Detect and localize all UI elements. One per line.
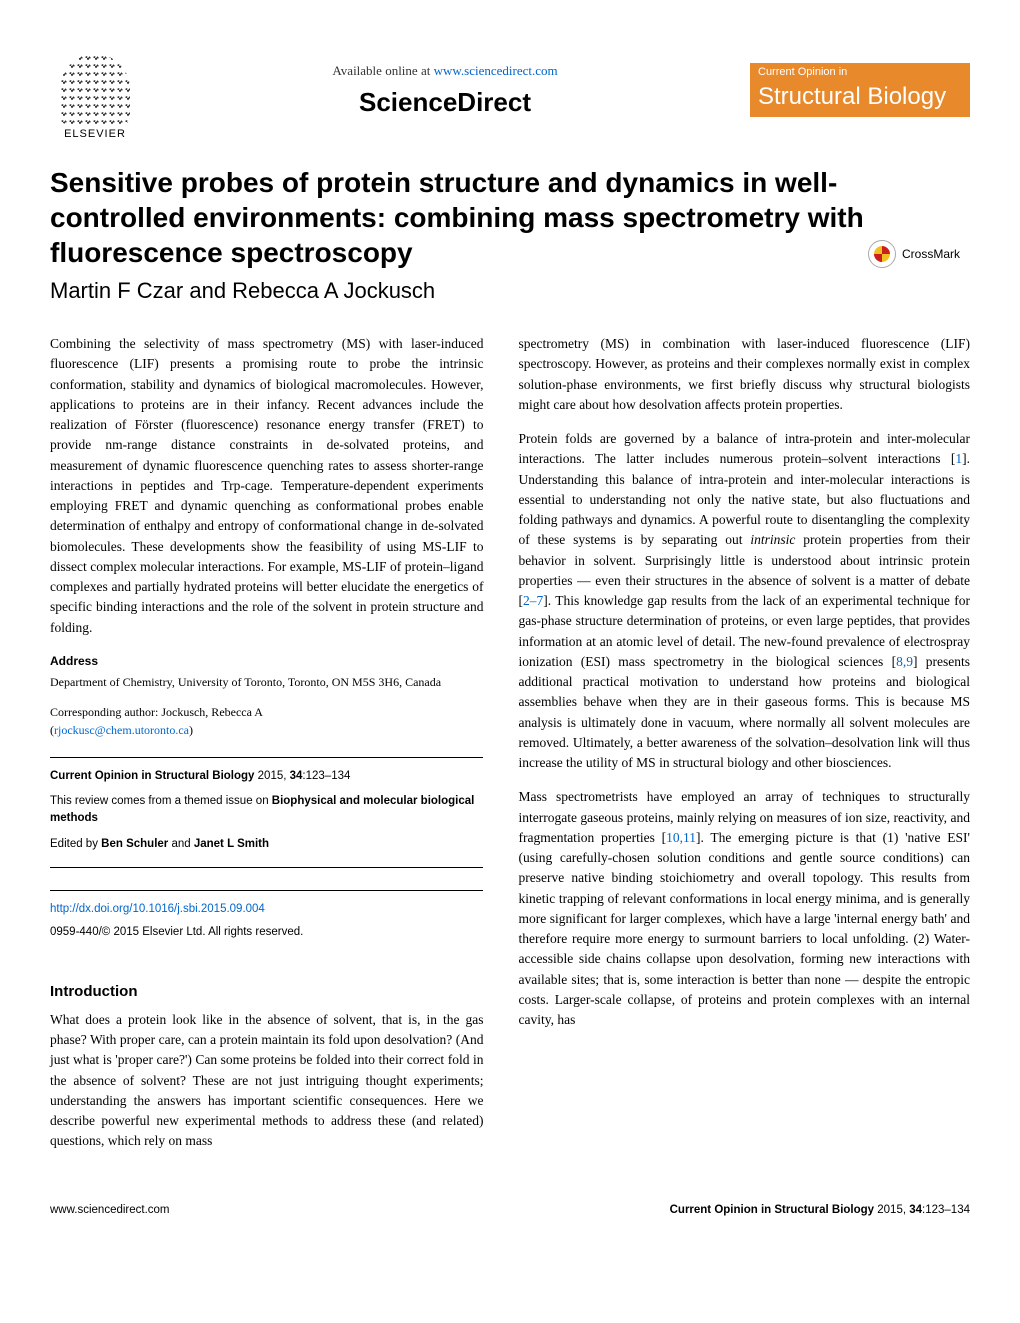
editors-line: Edited by Ben Schuler and Janet L Smith [50, 836, 483, 853]
elsevier-label: ELSEVIER [64, 128, 126, 140]
two-column-layout: Combining the selectivity of mass spectr… [50, 334, 970, 1166]
introduction-heading: Introduction [50, 981, 483, 1004]
header-row: ELSEVIER Available online at www.science… [50, 40, 970, 140]
intro-p1: What does a protein look like in the abs… [50, 1010, 483, 1152]
themed-issue: This review comes from a themed issue on… [50, 793, 483, 828]
editor-1: Ben Schuler [101, 838, 168, 850]
footer-journal: Current Opinion in Structural Biology [670, 1204, 874, 1216]
journal-vol: 34 [290, 770, 303, 782]
address-heading: Address [50, 652, 483, 670]
badge-bottom: Structural Biology [750, 81, 970, 117]
copyright-line: 0959-440/© 2015 Elsevier Ltd. All rights… [50, 924, 483, 941]
doi-block: http://dx.doi.org/10.1016/j.sbi.2015.09.… [50, 890, 483, 942]
right-p3: Mass spectrometrists have employed an ar… [518, 787, 970, 1030]
left-column: Combining the selectivity of mass spectr… [50, 334, 483, 1166]
journal-name: Current Opinion in Structural Biology [50, 770, 254, 782]
journal-pages: :123–134 [302, 770, 350, 782]
journal-year: 2015, [254, 770, 289, 782]
page-container: ELSEVIER Available online at www.science… [0, 0, 1020, 1256]
available-online-text: Available online at [332, 63, 433, 78]
address-text: Department of Chemistry, University of T… [50, 673, 483, 691]
ref-10-11[interactable]: 10,11 [666, 830, 696, 845]
crossmark-badge[interactable]: CrossMark [868, 240, 960, 268]
crossmark-label: CrossMark [902, 247, 960, 261]
footer-left: www.sciencedirect.com [50, 1204, 170, 1216]
available-online-link[interactable]: www.sciencedirect.com [434, 63, 558, 78]
doi-link[interactable]: http://dx.doi.org/10.1016/j.sbi.2015.09.… [50, 903, 265, 915]
elsevier-logo: ELSEVIER [50, 40, 140, 140]
p3-text-b: ]. The emerging picture is that (1) 'nat… [518, 830, 970, 1027]
corresponding-author: Corresponding author: Jockusch, Rebecca … [50, 703, 483, 739]
right-column: spectrometry (MS) in combination with la… [518, 334, 970, 1166]
editors-pre: Edited by [50, 838, 101, 850]
footer-right: Current Opinion in Structural Biology 20… [670, 1204, 970, 1216]
journal-citation: Current Opinion in Structural Biology 20… [50, 768, 483, 785]
ref-2-7[interactable]: 2–7 [523, 593, 543, 608]
footer-year: 2015, [874, 1204, 909, 1216]
footer-vol: 34 [909, 1204, 922, 1216]
article-title: Sensitive probes of protein structure an… [50, 165, 970, 270]
right-p2: Protein folds are governed by a balance … [518, 429, 970, 773]
intrinsic-italic: intrinsic [750, 532, 795, 547]
journal-badge: Current Opinion in Structural Biology [750, 63, 970, 117]
available-online-line: Available online at www.sciencedirect.co… [160, 63, 730, 79]
ref-8-9[interactable]: 8,9 [896, 654, 913, 669]
elsevier-tree-icon [60, 54, 130, 124]
editor-2: Janet L Smith [194, 838, 269, 850]
abstract-text: Combining the selectivity of mass spectr… [50, 334, 483, 638]
center-header: Available online at www.sciencedirect.co… [160, 63, 730, 118]
corresponding-email[interactable]: rjockusc@chem.utoronto.ca [54, 723, 189, 737]
p2-text-a: Protein folds are governed by a balance … [518, 431, 970, 466]
footer-pages: :123–134 [922, 1204, 970, 1216]
editors-and: and [168, 838, 194, 850]
article-authors: Martin F Czar and Rebecca A Jockusch [50, 278, 970, 304]
sciencedirect-logo: ScienceDirect [160, 87, 730, 118]
page-footer: www.sciencedirect.com Current Opinion in… [50, 1196, 970, 1216]
info-box: Current Opinion in Structural Biology 20… [50, 757, 483, 868]
crossmark-icon [868, 240, 896, 268]
theme-pre: This review comes from a themed issue on [50, 795, 272, 807]
corresponding-label: Corresponding author: Jockusch, Rebecca … [50, 705, 263, 719]
badge-top: Current Opinion in [750, 63, 970, 81]
right-p1: spectrometry (MS) in combination with la… [518, 334, 970, 415]
p2-text-e: ] presents additional practical motivati… [518, 654, 970, 770]
